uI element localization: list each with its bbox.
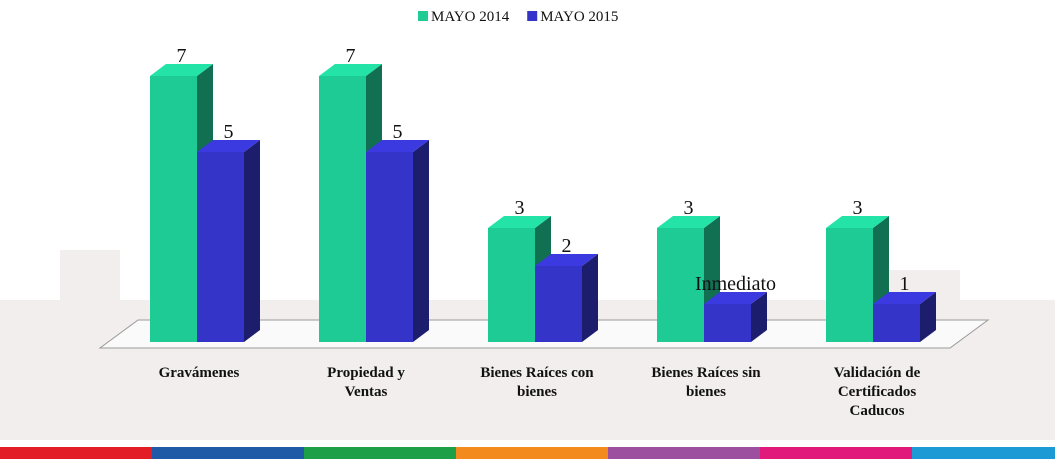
value-label: 1 xyxy=(900,273,910,295)
value-label: 3 xyxy=(515,197,525,219)
bar xyxy=(366,140,429,342)
value-label: 3 xyxy=(853,197,863,219)
legend-swatch xyxy=(527,11,537,21)
value-label: Inmediato xyxy=(695,273,776,295)
bar-front xyxy=(488,228,535,342)
bar xyxy=(535,254,598,342)
bar-side xyxy=(413,140,429,342)
page: MAYO 2014 MAYO 2015 7 5 7 5 3 2 3 Inmediato 3 1 Gra… xyxy=(0,0,1055,459)
bar xyxy=(197,140,260,342)
bar-front xyxy=(150,76,197,342)
value-label: 7 xyxy=(346,45,356,67)
bar-front xyxy=(319,76,366,342)
legend-label: MAYO 2014 xyxy=(431,9,510,25)
value-label: 5 xyxy=(393,121,403,143)
bar xyxy=(873,292,936,342)
x-tick-label: Gravámenes xyxy=(124,364,274,383)
value-label: 7 xyxy=(177,45,187,67)
legend-swatch xyxy=(418,11,428,21)
legend-label: MAYO 2015 xyxy=(540,9,618,25)
x-tick-label: Validación de Certificados Caducos xyxy=(817,364,937,421)
bar xyxy=(704,292,767,342)
bar-front xyxy=(366,152,413,342)
bar-side xyxy=(244,140,260,342)
stripe xyxy=(0,447,1055,459)
bar-front xyxy=(826,228,873,342)
x-tick-label: Bienes Raíces con bienes xyxy=(462,364,612,402)
bar-side xyxy=(582,254,598,342)
bar-front xyxy=(535,266,582,342)
bar-front xyxy=(704,304,751,342)
x-tick-label: Propiedad y Ventas xyxy=(311,364,421,402)
value-label: 2 xyxy=(562,235,572,257)
x-tick-label: Bienes Raíces sin bienes xyxy=(631,364,781,402)
value-label: 5 xyxy=(224,121,234,143)
value-label: 3 xyxy=(684,197,694,219)
bar-front xyxy=(873,304,920,342)
bar-front xyxy=(197,152,244,342)
